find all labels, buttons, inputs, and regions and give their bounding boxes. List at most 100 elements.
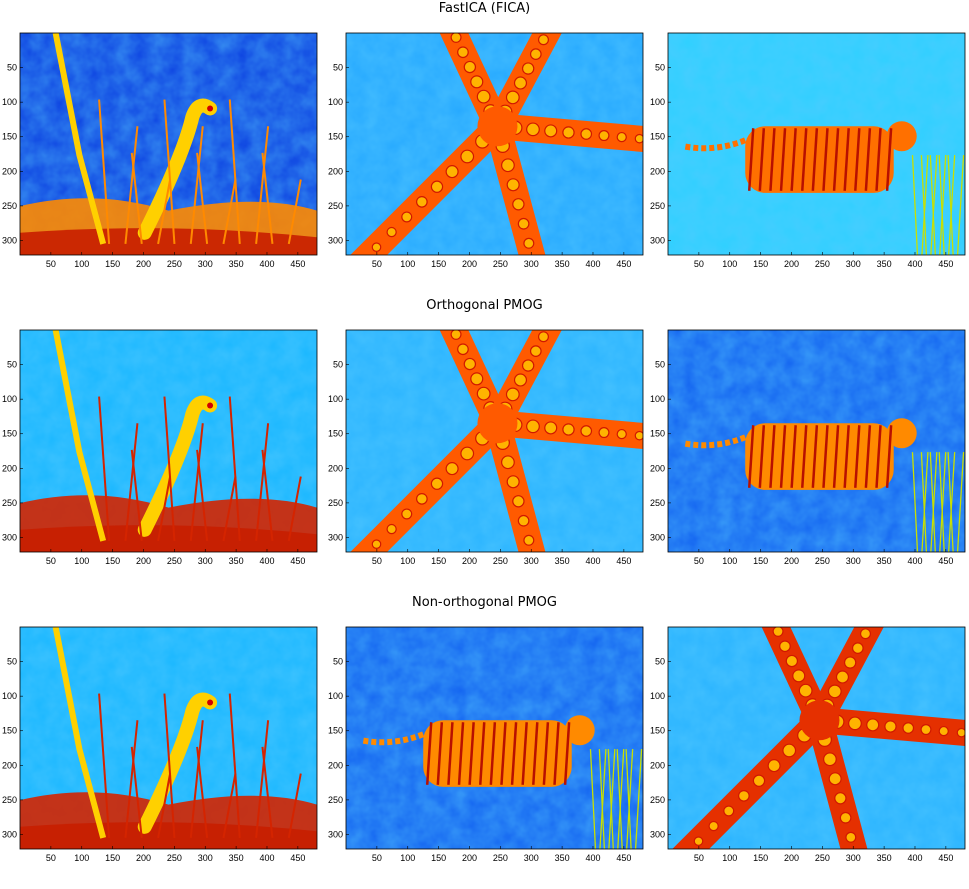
starfish-bead-shape <box>859 628 871 640</box>
starfish-bead-shape <box>920 724 932 736</box>
x-tick-label: 50 <box>372 556 382 566</box>
starfish-bead-shape <box>537 331 549 343</box>
tiger-stripe-shape <box>864 425 872 488</box>
tiger-stripe-shape <box>521 722 528 785</box>
x-tick-label: 150 <box>753 853 768 863</box>
x-tick-label: 250 <box>815 853 830 863</box>
panel-heron: 50 100 150 200 250 300 350 400 450 50 100 150 200 250… <box>2 32 318 269</box>
starfish-bead-shape <box>529 48 542 60</box>
tiger-stripe-shape <box>532 722 539 785</box>
tiger-head-shape <box>886 418 917 449</box>
y-tick-label: 200 <box>650 166 665 176</box>
heron-twig-shape <box>287 476 302 542</box>
tiger-body-shape <box>423 720 572 787</box>
starfish-bead-shape <box>634 133 643 144</box>
tiger-grass-shape <box>956 155 965 255</box>
tiger-grass-shape <box>921 452 929 552</box>
x-tick-label: 250 <box>493 259 508 269</box>
tiger-grass-shape <box>589 749 597 849</box>
y-tick-label: 150 <box>650 429 665 439</box>
starfish-bead-shape <box>798 683 813 698</box>
heron-twig-shape <box>163 693 176 838</box>
tiger-grass-shape <box>938 155 945 255</box>
y-tick-label: 250 <box>650 795 665 805</box>
tiger-grass-shape <box>929 452 936 552</box>
starfish-bead-shape <box>371 242 382 253</box>
tiger-stripe-shape <box>801 425 808 488</box>
tiger-stripe-shape <box>790 128 797 191</box>
x-tick-label: 400 <box>585 556 600 566</box>
x-tick-label: 450 <box>938 853 953 863</box>
starfish-bead-shape <box>753 583 761 591</box>
heron-twig-shape <box>287 773 302 839</box>
starfish-bead-shape <box>401 211 413 223</box>
panel-heron: 50 100 150 200 250 300 350 400 450 50 100 150 200 250… <box>2 329 318 566</box>
y-tick-label: 150 <box>2 429 17 439</box>
tiger-grass-shape <box>634 749 643 849</box>
starfish-bead-shape <box>537 34 549 46</box>
heron-twig-shape <box>163 99 176 244</box>
starfish-center-shape <box>477 106 518 147</box>
starfish-bead-shape <box>580 425 593 437</box>
heron-twig-shape <box>222 179 237 245</box>
x-tick-label: 450 <box>290 556 305 566</box>
tiger-stripe-shape <box>875 128 882 191</box>
starfish-bead-shape <box>792 669 806 683</box>
y-tick-label: 150 <box>2 132 17 142</box>
x-tick-label: 450 <box>616 556 631 566</box>
starfish-bead-shape <box>529 345 542 357</box>
starfish-bead-shape <box>470 75 484 89</box>
tiger-stripe-shape <box>843 425 850 488</box>
tiger-stripe-shape <box>822 425 829 488</box>
x-tick-label: 200 <box>462 853 477 863</box>
x-tick-label: 200 <box>784 853 799 863</box>
tiger-grass-shape <box>948 155 956 255</box>
x-tick-label: 150 <box>753 556 768 566</box>
heron-twig-shape <box>130 449 143 542</box>
starfish-bead-shape <box>547 21 556 30</box>
starfish-bead-shape <box>562 126 575 139</box>
heron-twig-shape <box>196 152 209 245</box>
x-tick-label: 350 <box>877 556 892 566</box>
y-tick-label: 100 <box>2 394 17 404</box>
y-tick-label: 50 <box>655 63 665 73</box>
heron-twig-shape <box>130 152 143 245</box>
tiger-grass-shape <box>939 452 947 552</box>
x-tick-label: 100 <box>722 556 737 566</box>
x-tick-label: 250 <box>493 853 508 863</box>
starfish-bead-shape <box>506 475 520 489</box>
x-tick-label: 150 <box>431 556 446 566</box>
heron-twig-shape <box>189 126 204 245</box>
y-tick-label: 250 <box>650 498 665 508</box>
y-tick-label: 50 <box>655 657 665 667</box>
y-tick-label: 50 <box>7 63 17 73</box>
tiger-stripe-shape <box>832 425 840 488</box>
tiger-grass-shape <box>948 452 956 552</box>
panel-tiger: 50 100 150 200 250 300 350 400 450 50 100 150 200 250… <box>650 329 966 566</box>
panel-tiger: 50 100 150 200 250 300 350 400 450 50 100 150 200 250… <box>650 32 966 269</box>
starfish-bead-shape <box>772 627 784 637</box>
panel-frame <box>667 32 966 256</box>
starfish-bead-shape <box>848 716 862 731</box>
x-tick-label: 50 <box>694 853 704 863</box>
x-tick-label: 200 <box>784 556 799 566</box>
tiger-grass-shape <box>608 749 616 849</box>
tiger-grass-shape <box>939 155 947 255</box>
heron-twig-shape <box>255 423 270 542</box>
y-tick-label: 200 <box>650 463 665 473</box>
heron-twig-shape <box>189 720 204 839</box>
heron-twig-shape <box>98 693 111 838</box>
starfish-bead-shape <box>580 128 593 140</box>
starfish-bead-shape <box>463 357 477 371</box>
x-tick-label: 200 <box>462 259 477 269</box>
y-tick-label: 100 <box>650 97 665 107</box>
tiger-stripe-shape <box>769 425 776 488</box>
x-tick-label: 350 <box>229 259 244 269</box>
tiger-stripe-shape <box>436 722 444 785</box>
y-tick-label: 200 <box>650 760 665 770</box>
x-tick-label: 400 <box>585 853 600 863</box>
x-tick-label: 300 <box>846 556 861 566</box>
x-tick-label: 400 <box>907 556 922 566</box>
x-tick-label: 150 <box>431 853 446 863</box>
starfish-bead-shape <box>526 419 540 434</box>
